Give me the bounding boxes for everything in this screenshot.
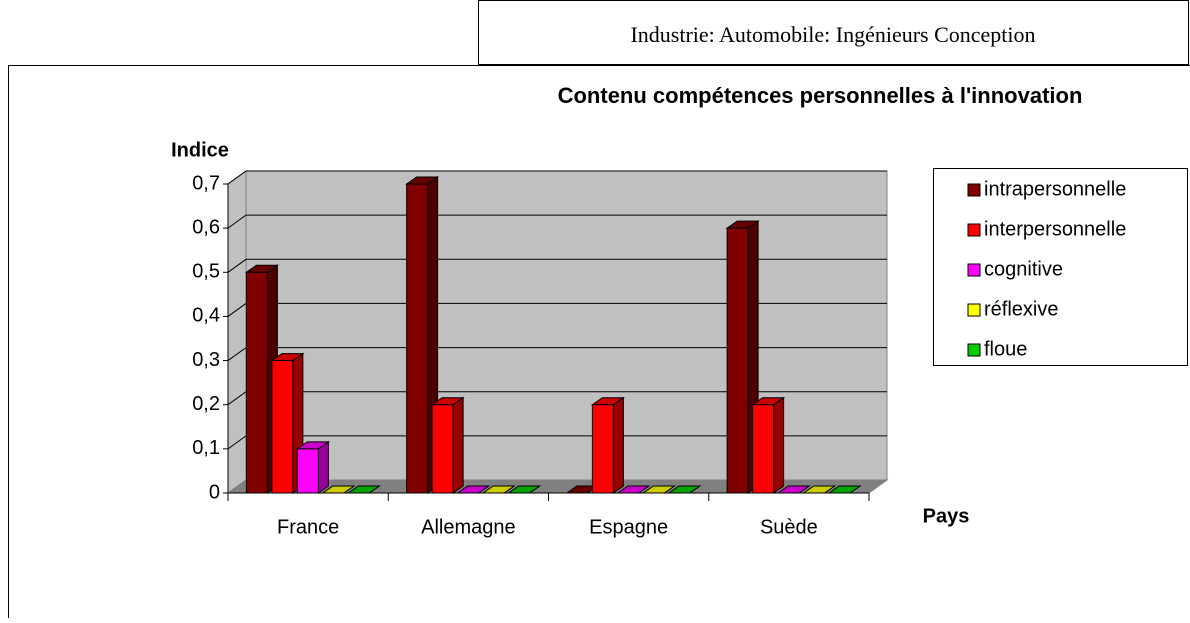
legend-label: réflexive [984,298,1058,320]
bar-front [246,272,267,493]
bar-front [297,449,318,493]
legend-swatch [968,344,980,356]
y-tick-label: 0,6 [192,216,220,238]
bar-front [272,361,293,493]
bar-front [727,228,748,493]
y-tick-label: 0,1 [192,437,220,459]
bar-side [774,398,784,493]
x-tick-label: France [277,516,339,538]
legend-swatch [968,264,980,276]
x-axis-label: Pays [923,505,970,527]
x-tick-label: Allemagne [421,516,516,538]
side-wall [228,171,246,493]
bar-front [407,184,428,493]
bar [753,398,784,493]
y-tick-label: 0,3 [192,349,220,371]
bar-side [318,442,328,493]
y-tick-label: 0,7 [192,172,220,194]
bar [592,398,623,493]
y-tick-label: 0,4 [192,305,220,327]
y-tick-label: 0 [209,481,220,503]
y-tick-label: 0,2 [192,393,220,415]
y-tick-label: 0,5 [192,261,220,283]
bar-side [453,398,463,493]
bar-side [613,398,623,493]
legend-label: floue [984,338,1027,360]
x-tick-label: Espagne [589,516,668,538]
legend-swatch [968,304,980,316]
bar-front [753,405,774,493]
bar [432,398,463,493]
legend-label: cognitive [984,258,1063,280]
legend-swatch [968,184,980,196]
back-wall [246,171,887,480]
bar-front [592,405,613,493]
legend-label: interpersonnelle [984,218,1126,240]
legend-label: intrapersonnelle [984,178,1126,200]
bar-front [432,405,453,493]
legend-swatch [968,224,980,236]
y-axis-label: Indice [171,139,229,161]
header-title: Industrie: Automobile: Ingénieurs Concep… [630,22,1035,47]
chart-title: Contenu compétences personnelles à l'inn… [558,83,1083,108]
bar [297,442,328,493]
x-tick-label: Suède [760,516,818,538]
